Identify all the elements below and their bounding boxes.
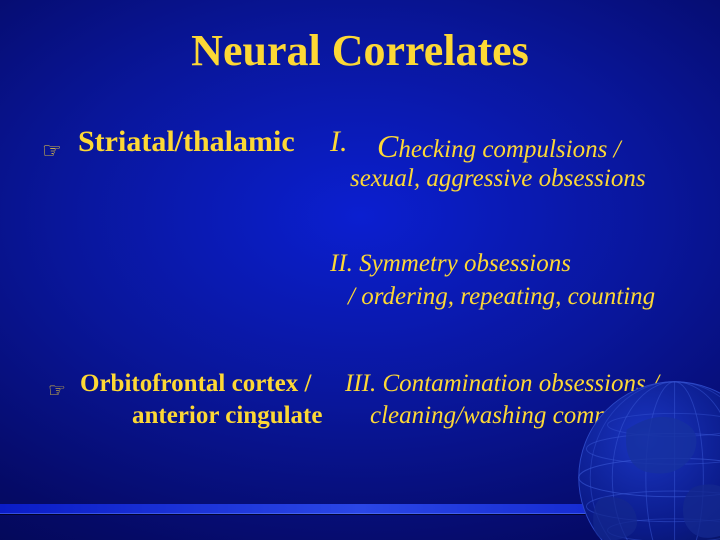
- pointing-hand-icon: ☞: [48, 378, 66, 403]
- region-label-ofc: Orbitofrontal cortex /: [80, 370, 311, 398]
- pointing-hand-icon: ☞: [42, 138, 62, 164]
- item-1-number: I.: [330, 125, 348, 159]
- slide-title: Neural Correlates: [0, 25, 720, 76]
- item-1-rest: hecking compulsions /: [398, 136, 620, 163]
- slide-neural-correlates: Neural Correlates ☞ Striatal/thalamic I.…: [0, 0, 720, 540]
- footer-bar: [0, 504, 720, 514]
- item-2-line2: / ordering, repeating, counting: [348, 283, 655, 311]
- region-label-striatal: Striatal/thalamic: [78, 125, 295, 159]
- item-3-line2: cleaning/washing compulsions: [370, 402, 678, 430]
- item-3-line1: III. Contamination obsessions /: [345, 370, 659, 398]
- item-1-line2: sexual, aggressive obsessions: [350, 165, 646, 193]
- item-1-text: Checking compulsions /: [377, 128, 621, 165]
- region-label-acc: anterior cingulate: [132, 402, 322, 430]
- item-2-line1: II. Symmetry obsessions: [330, 250, 571, 278]
- item-1-drop-cap: C: [377, 128, 398, 164]
